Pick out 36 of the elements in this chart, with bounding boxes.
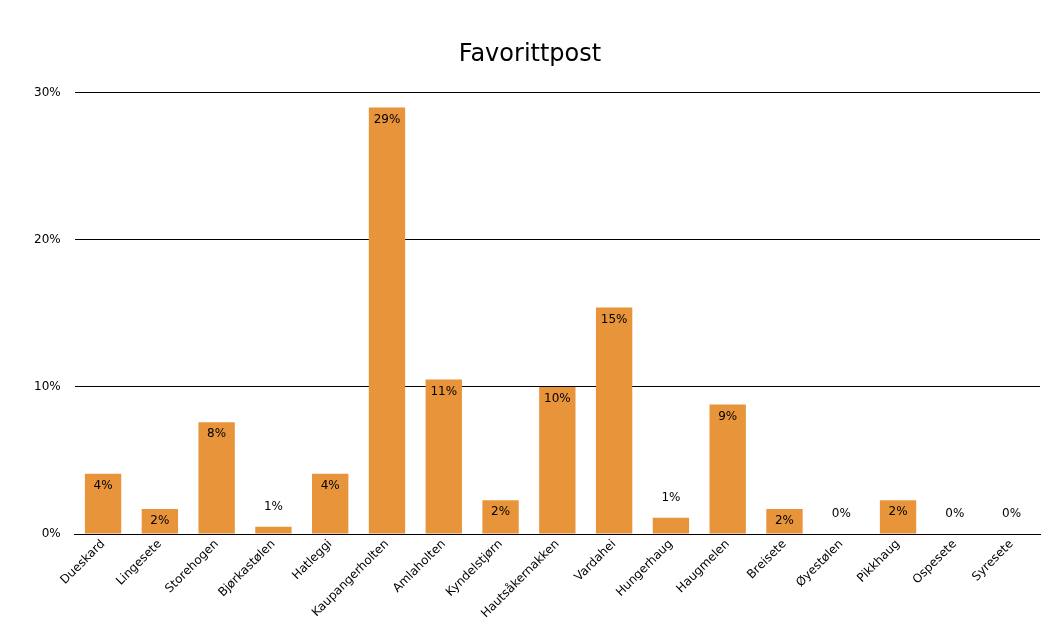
- bar: [368, 107, 406, 534]
- bar: [709, 404, 746, 534]
- bar: [425, 379, 462, 534]
- bar: [198, 422, 235, 534]
- bar: [652, 517, 690, 534]
- y-tick-label: 0%: [41, 526, 61, 541]
- data-label: 8%: [207, 426, 227, 441]
- bar: [84, 473, 122, 534]
- data-label: 1%: [661, 489, 681, 504]
- data-label: 2%: [888, 504, 908, 519]
- data-label: 0%: [945, 506, 965, 521]
- data-label: 15%: [600, 311, 628, 326]
- data-label: 4%: [93, 477, 113, 492]
- bar: [766, 509, 803, 534]
- data-label: 9%: [718, 408, 738, 423]
- y-tick-label: 20%: [34, 232, 61, 246]
- data-label: 2%: [150, 513, 170, 528]
- bar: [539, 386, 576, 534]
- data-label: 11%: [430, 383, 458, 398]
- chart-title: Favorittpost: [458, 38, 602, 67]
- y-tick-label: 10%: [34, 379, 61, 394]
- data-label: 29%: [373, 111, 401, 126]
- y-tick-label: 30%: [34, 84, 61, 99]
- data-label: 0%: [831, 506, 851, 521]
- bar: [595, 307, 633, 534]
- data-label: 2%: [774, 513, 794, 528]
- data-label: 10%: [544, 391, 571, 406]
- data-label: 2%: [491, 504, 511, 519]
- bar: [255, 526, 292, 534]
- data-label: 1%: [263, 498, 283, 513]
- bar: [312, 473, 349, 534]
- data-label: 4%: [320, 477, 340, 492]
- bar: [141, 509, 179, 534]
- bar: [879, 500, 917, 534]
- bar: [482, 500, 519, 534]
- data-label: 0%: [1002, 506, 1022, 521]
